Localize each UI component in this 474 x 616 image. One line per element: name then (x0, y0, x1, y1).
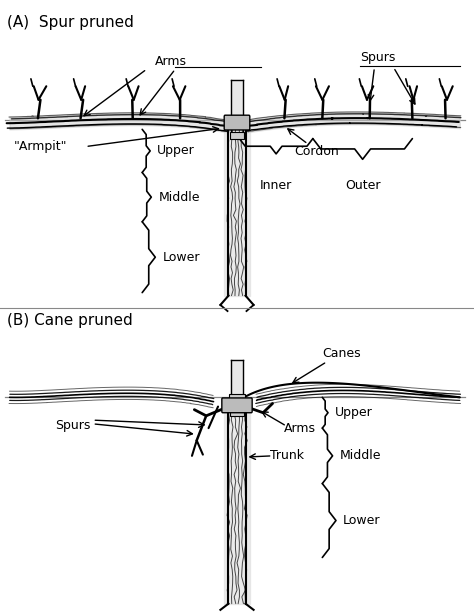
Text: Lower: Lower (343, 514, 381, 527)
Text: Spurs: Spurs (55, 418, 90, 432)
Text: Canes: Canes (322, 347, 361, 360)
Text: Trunk: Trunk (270, 449, 304, 463)
Text: Lower: Lower (163, 251, 200, 264)
Text: Middle: Middle (340, 449, 381, 463)
Text: (B) Cane pruned: (B) Cane pruned (7, 313, 133, 328)
Text: Middle: Middle (158, 190, 200, 204)
Bar (229, 394, 245, 403)
Text: (A)  Spur pruned: (A) Spur pruned (7, 15, 134, 30)
Text: Arms: Arms (155, 55, 187, 68)
Bar (229, 117, 245, 126)
FancyBboxPatch shape (224, 115, 250, 130)
Text: Outer: Outer (345, 179, 380, 192)
Text: "Armpit": "Armpit" (14, 140, 68, 153)
Text: Spurs: Spurs (360, 51, 396, 64)
Text: Upper: Upper (157, 144, 195, 158)
Bar (230, 410, 244, 416)
Bar (230, 132, 244, 139)
Text: Inner: Inner (260, 179, 292, 192)
Text: Cordon: Cordon (294, 145, 338, 158)
Text: Upper: Upper (335, 406, 373, 419)
FancyBboxPatch shape (222, 398, 252, 413)
Text: Arms: Arms (284, 421, 317, 435)
